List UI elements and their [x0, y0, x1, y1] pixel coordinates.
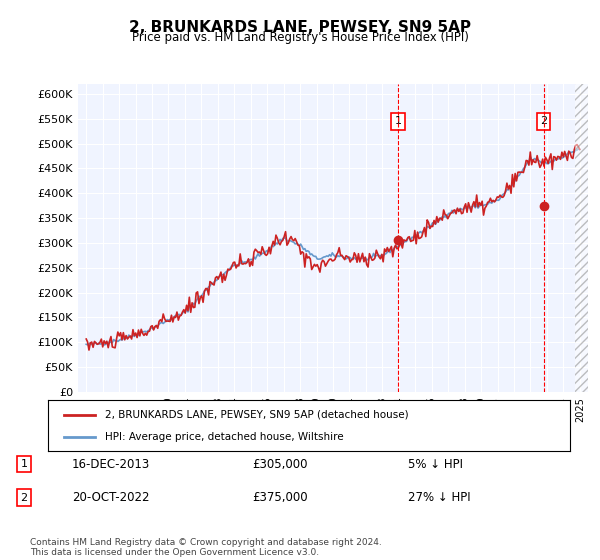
Text: 27% ↓ HPI: 27% ↓ HPI	[408, 491, 470, 504]
Text: 16-DEC-2013: 16-DEC-2013	[72, 458, 150, 470]
Text: £375,000: £375,000	[252, 491, 308, 504]
Text: 1: 1	[20, 459, 28, 469]
Text: Contains HM Land Registry data © Crown copyright and database right 2024.
This d: Contains HM Land Registry data © Crown c…	[30, 538, 382, 557]
Bar	[575, 84, 588, 392]
Text: 2: 2	[540, 116, 547, 126]
Text: 2: 2	[20, 492, 28, 502]
Text: 20-OCT-2022: 20-OCT-2022	[72, 491, 149, 504]
Text: Price paid vs. HM Land Registry's House Price Index (HPI): Price paid vs. HM Land Registry's House …	[131, 31, 469, 44]
Text: £305,000: £305,000	[252, 458, 308, 470]
Text: 2, BRUNKARDS LANE, PEWSEY, SN9 5AP (detached house): 2, BRUNKARDS LANE, PEWSEY, SN9 5AP (deta…	[106, 409, 409, 419]
Text: 1: 1	[395, 116, 401, 126]
Text: HPI: Average price, detached house, Wiltshire: HPI: Average price, detached house, Wilt…	[106, 432, 344, 442]
Text: 5% ↓ HPI: 5% ↓ HPI	[408, 458, 463, 470]
Text: 2, BRUNKARDS LANE, PEWSEY, SN9 5AP: 2, BRUNKARDS LANE, PEWSEY, SN9 5AP	[129, 20, 471, 35]
